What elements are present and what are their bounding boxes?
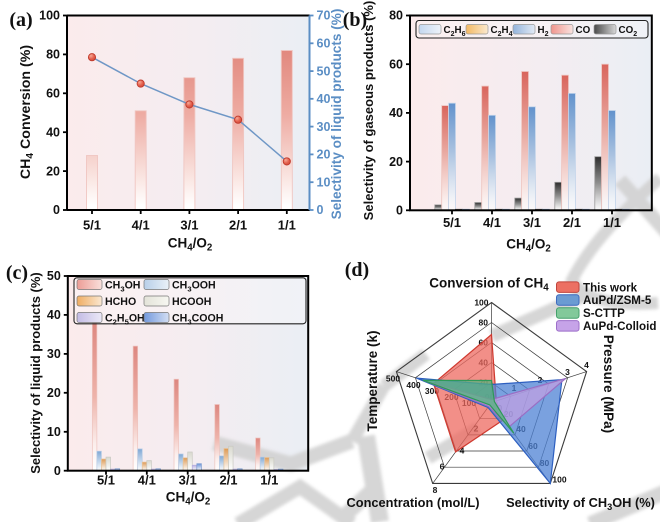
svg-text:S-CTTP: S-CTTP [583, 307, 625, 320]
svg-text:CH4/O2: CH4/O2 [166, 490, 211, 508]
svg-text:0: 0 [317, 203, 324, 217]
svg-text:1/1: 1/1 [278, 218, 296, 233]
svg-text:0: 0 [53, 203, 60, 217]
svg-text:40: 40 [46, 125, 60, 139]
svg-text:500: 500 [386, 374, 400, 384]
svg-text:2/1: 2/1 [219, 473, 237, 488]
svg-text:Selectivity of gaseous product: Selectivity of gaseous products (%) [361, 1, 376, 221]
svg-text:5/1: 5/1 [443, 215, 461, 230]
svg-text:80: 80 [46, 48, 60, 62]
svg-text:CH3COOH: CH3COOH [172, 313, 223, 327]
svg-text:100: 100 [474, 298, 488, 308]
svg-text:60: 60 [317, 36, 331, 50]
svg-text:60: 60 [389, 57, 403, 71]
svg-text:CH4/O2: CH4/O2 [506, 237, 551, 255]
svg-text:1/1: 1/1 [260, 473, 278, 488]
svg-text:40: 40 [47, 308, 61, 322]
svg-text:This work: This work [583, 281, 638, 294]
svg-text:C2H6: C2H6 [444, 25, 466, 38]
svg-text:CO: CO [576, 25, 591, 36]
svg-text:2/1: 2/1 [563, 215, 581, 230]
svg-text:Concentration (mol/L): Concentration (mol/L) [347, 495, 480, 510]
svg-text:30: 30 [317, 120, 331, 134]
svg-text:4: 4 [584, 360, 589, 370]
svg-text:10: 10 [47, 425, 61, 439]
svg-text:Temperature (k): Temperature (k) [365, 330, 380, 431]
svg-text:AuPd-Colloid: AuPd-Colloid [583, 320, 656, 333]
svg-text:300: 300 [425, 386, 439, 396]
svg-text:20: 20 [47, 386, 61, 400]
svg-text:60: 60 [46, 87, 60, 101]
svg-text:100: 100 [39, 9, 60, 23]
svg-text:50: 50 [317, 64, 331, 78]
svg-text:HCOOH: HCOOH [172, 296, 211, 308]
svg-text:3/1: 3/1 [179, 473, 197, 488]
svg-text:2/1: 2/1 [229, 218, 247, 233]
svg-text:8: 8 [433, 485, 438, 495]
svg-text:C2H4: C2H4 [491, 25, 513, 38]
svg-text:CH3OH: CH3OH [105, 280, 140, 294]
svg-text:2: 2 [538, 375, 543, 385]
svg-text:(b): (b) [343, 9, 367, 31]
svg-text:20: 20 [46, 164, 60, 178]
svg-text:40: 40 [317, 92, 331, 106]
svg-text:4/1: 4/1 [138, 473, 156, 488]
svg-text:5/1: 5/1 [83, 218, 101, 233]
svg-text:400: 400 [406, 380, 420, 390]
svg-text:100: 100 [552, 475, 566, 485]
svg-text:10: 10 [317, 175, 331, 189]
svg-text:80: 80 [479, 318, 489, 328]
svg-text:0: 0 [54, 464, 61, 478]
svg-text:Pressure (MPa): Pressure (MPa) [601, 335, 616, 433]
svg-text:4: 4 [460, 446, 465, 456]
svg-text:(a): (a) [9, 9, 32, 31]
svg-text:CH4/O2: CH4/O2 [168, 236, 213, 254]
svg-text:6: 6 [440, 462, 445, 472]
svg-text:0: 0 [396, 204, 403, 218]
svg-text:40: 40 [389, 106, 403, 120]
svg-text:HCHO: HCHO [105, 296, 136, 308]
svg-text:(c): (c) [6, 262, 28, 284]
svg-text:Selectivity of liquid products: Selectivity of liquid products (%) [329, 9, 344, 220]
svg-text:Selectivity of liquid products: Selectivity of liquid products (%) [28, 272, 43, 474]
svg-text:20: 20 [389, 155, 403, 169]
svg-text:70: 70 [317, 9, 331, 23]
svg-text:CH4 Conversion (%): CH4 Conversion (%) [18, 45, 36, 179]
svg-text:20: 20 [317, 148, 331, 162]
svg-text:4/1: 4/1 [132, 218, 150, 233]
svg-text:50: 50 [47, 269, 61, 283]
svg-text:AuPd/ZSM-5: AuPd/ZSM-5 [583, 294, 652, 307]
svg-text:3/1: 3/1 [180, 218, 198, 233]
svg-text:30: 30 [47, 347, 61, 361]
svg-text:CH3OOH: CH3OOH [172, 280, 216, 294]
svg-text:80: 80 [389, 9, 403, 23]
svg-text:H2: H2 [538, 25, 549, 38]
svg-text:(d): (d) [345, 259, 369, 281]
svg-text:1/1: 1/1 [603, 215, 621, 230]
svg-text:Selectivity of CH3OH (%): Selectivity of CH3OH (%) [506, 495, 655, 512]
svg-text:CO2: CO2 [619, 25, 638, 38]
svg-text:5/1: 5/1 [97, 473, 115, 488]
svg-text:3: 3 [565, 367, 570, 377]
svg-text:3/1: 3/1 [523, 215, 541, 230]
svg-text:4/1: 4/1 [483, 215, 501, 230]
svg-text:Conversion of CH4: Conversion of CH4 [429, 276, 549, 294]
